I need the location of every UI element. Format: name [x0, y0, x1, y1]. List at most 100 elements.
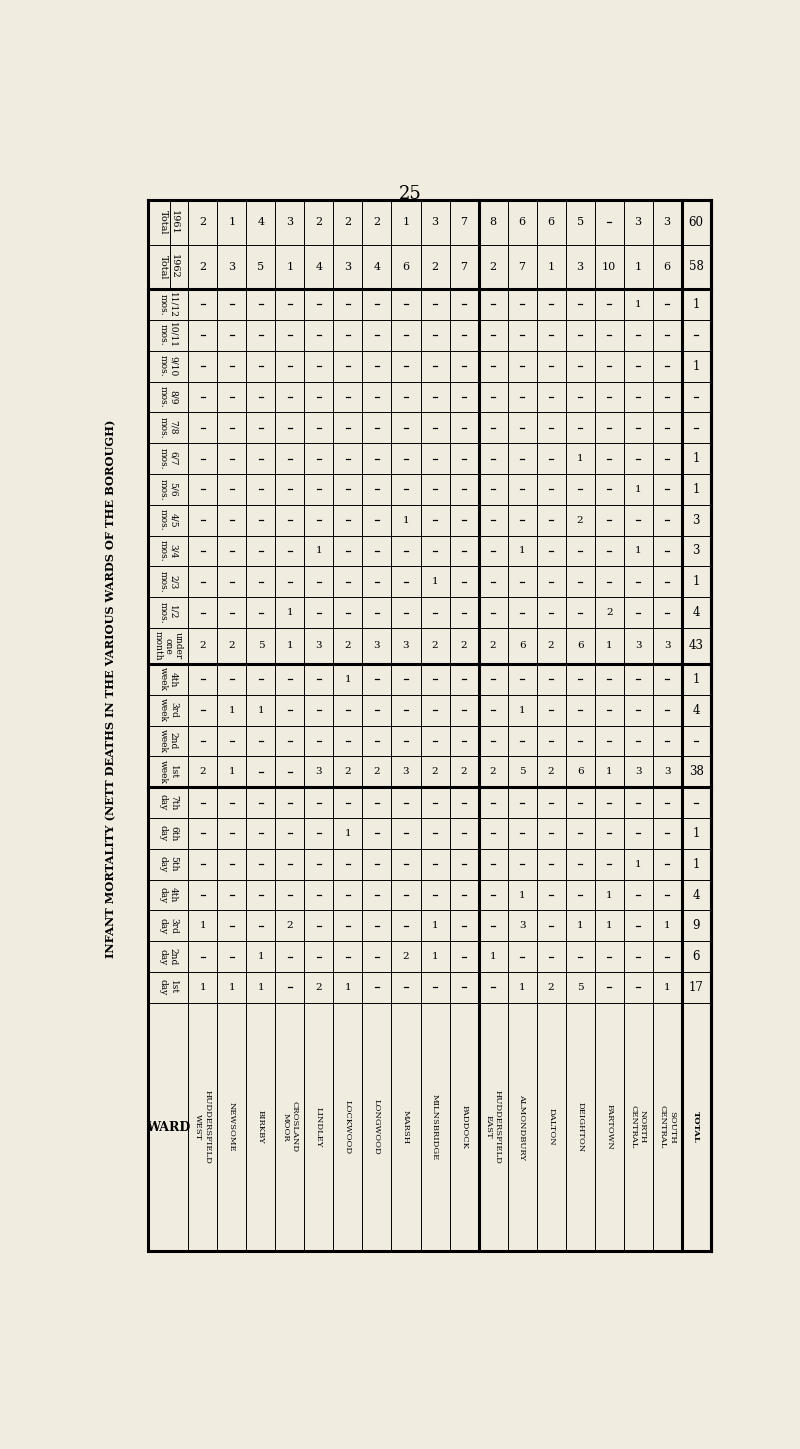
- Text: MILNSBRIDGE: MILNSBRIDGE: [431, 1094, 439, 1161]
- Text: 4: 4: [315, 262, 322, 272]
- Text: 1: 1: [664, 982, 670, 993]
- Text: 2: 2: [432, 768, 438, 777]
- Text: 1: 1: [693, 359, 700, 372]
- Text: 6/7
mos.: 6/7 mos.: [158, 448, 178, 469]
- Text: 3: 3: [431, 217, 438, 227]
- Text: Total: Total: [159, 255, 168, 280]
- Text: 5: 5: [577, 217, 584, 227]
- Text: 3: 3: [228, 262, 235, 272]
- Text: 60: 60: [689, 216, 704, 229]
- Text: 1: 1: [490, 952, 496, 961]
- Text: 5: 5: [577, 982, 583, 993]
- Text: 11/12
mos.: 11/12 mos.: [158, 291, 178, 317]
- Text: 1: 1: [258, 982, 264, 993]
- Text: 1: 1: [634, 262, 642, 272]
- Text: Total: Total: [159, 210, 168, 235]
- Text: 17: 17: [689, 981, 704, 994]
- Text: 6: 6: [518, 217, 526, 227]
- Text: 1: 1: [635, 300, 642, 309]
- Text: 2: 2: [199, 642, 206, 651]
- Text: 1: 1: [228, 217, 235, 227]
- Text: 1: 1: [693, 452, 700, 465]
- Text: 3: 3: [518, 922, 526, 930]
- Text: 43: 43: [689, 639, 704, 652]
- Text: 2: 2: [286, 922, 294, 930]
- Text: 3: 3: [664, 642, 670, 651]
- Text: 2/3
mos.: 2/3 mos.: [158, 571, 178, 593]
- Text: 4: 4: [693, 888, 700, 901]
- Text: 1: 1: [693, 827, 700, 840]
- Text: 3: 3: [316, 642, 322, 651]
- Text: 7th
day: 7th day: [158, 794, 178, 811]
- Text: 1: 1: [606, 891, 613, 900]
- Text: 6th
day: 6th day: [158, 826, 178, 842]
- Text: 58: 58: [689, 261, 704, 274]
- Text: 1: 1: [199, 922, 206, 930]
- Text: SOUTH
CENTRAL: SOUTH CENTRAL: [658, 1106, 676, 1149]
- Text: WARD: WARD: [146, 1120, 190, 1133]
- Text: 1: 1: [518, 891, 526, 900]
- Text: 1: 1: [635, 859, 642, 869]
- Text: 1961: 1961: [170, 210, 179, 235]
- Text: 3rd
day: 3rd day: [158, 917, 178, 935]
- Text: NEWSOME: NEWSOME: [228, 1103, 236, 1152]
- Text: 3: 3: [286, 217, 294, 227]
- Text: 2: 2: [374, 217, 381, 227]
- Text: DALTON: DALTON: [547, 1108, 555, 1146]
- Text: 1: 1: [286, 262, 294, 272]
- Text: 1: 1: [577, 922, 583, 930]
- Text: 1/2
mos.: 1/2 mos.: [158, 601, 178, 623]
- Text: 1: 1: [258, 952, 264, 961]
- Text: 1: 1: [606, 642, 613, 651]
- Text: LOCKWOOD: LOCKWOOD: [344, 1100, 352, 1153]
- Text: 1st
day: 1st day: [158, 980, 178, 995]
- Text: BIRKBY: BIRKBY: [257, 1110, 265, 1143]
- Text: CROSLAND
MOOR: CROSLAND MOOR: [282, 1101, 298, 1152]
- Text: 5: 5: [518, 768, 526, 777]
- Text: 7/8
mos.: 7/8 mos.: [158, 417, 178, 439]
- Text: 1: 1: [229, 982, 235, 993]
- Text: 7: 7: [461, 262, 467, 272]
- Text: 6: 6: [577, 642, 583, 651]
- Text: under
one
month: under one month: [154, 632, 183, 661]
- Text: HUDDERSFIELD
WEST: HUDDERSFIELD WEST: [194, 1090, 211, 1164]
- Text: 2nd
week: 2nd week: [158, 729, 178, 753]
- Text: 38: 38: [689, 765, 704, 778]
- Text: 3: 3: [316, 768, 322, 777]
- Text: 1: 1: [199, 982, 206, 993]
- Text: 3: 3: [664, 217, 670, 227]
- Text: 5/6
mos.: 5/6 mos.: [158, 478, 178, 500]
- Text: 1: 1: [258, 706, 264, 714]
- Text: 1: 1: [693, 483, 700, 496]
- Text: 1: 1: [345, 829, 351, 838]
- Text: 2: 2: [461, 642, 467, 651]
- Text: DEIGHTON: DEIGHTON: [576, 1101, 584, 1152]
- Text: 9/10
mos.: 9/10 mos.: [158, 355, 178, 377]
- Text: 3: 3: [402, 642, 410, 651]
- Text: 1: 1: [345, 675, 351, 684]
- Text: 7: 7: [461, 217, 467, 227]
- Text: 7: 7: [518, 262, 526, 272]
- Text: 1: 1: [432, 922, 438, 930]
- Text: 6: 6: [402, 262, 410, 272]
- Text: 2: 2: [402, 952, 410, 961]
- Text: 2: 2: [374, 768, 380, 777]
- Text: MARSH: MARSH: [402, 1110, 410, 1145]
- Text: 1: 1: [345, 982, 351, 993]
- Text: LINDLEY: LINDLEY: [315, 1107, 323, 1148]
- Text: 1: 1: [432, 577, 438, 587]
- Text: 2: 2: [345, 768, 351, 777]
- Text: 2: 2: [548, 642, 554, 651]
- Text: 5: 5: [258, 262, 265, 272]
- Text: 2: 2: [199, 217, 206, 227]
- Text: 4: 4: [693, 704, 700, 717]
- Text: 2: 2: [344, 217, 351, 227]
- Text: 6: 6: [577, 768, 583, 777]
- Text: 3: 3: [344, 262, 351, 272]
- Text: 1: 1: [432, 952, 438, 961]
- Text: PADDOCK: PADDOCK: [460, 1106, 468, 1149]
- Text: 5: 5: [258, 642, 264, 651]
- Text: 1: 1: [693, 858, 700, 871]
- Text: 3: 3: [374, 642, 380, 651]
- Text: 9: 9: [693, 919, 700, 932]
